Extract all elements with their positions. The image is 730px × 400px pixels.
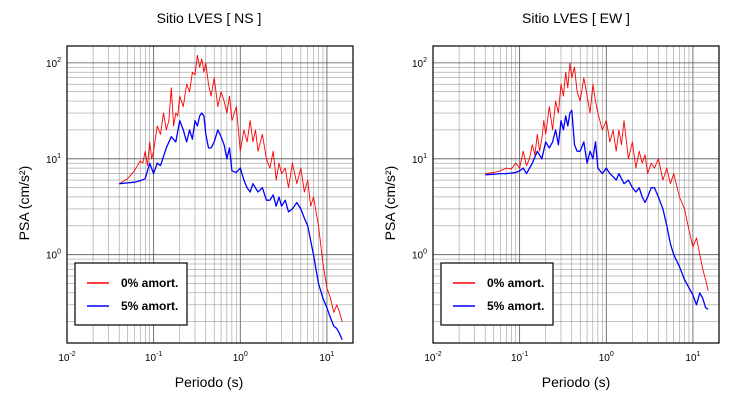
chart-title: Sitio LVES [ EW ] xyxy=(522,10,630,26)
grid-lines xyxy=(66,46,354,343)
x-tick-label: 10-2 xyxy=(58,351,75,364)
legend-label: 5% amort. xyxy=(487,299,544,313)
y-tick-label: 100 xyxy=(46,249,61,262)
legend: 0% amort. 5% amort. xyxy=(74,262,188,326)
x-tick-label: 10-2 xyxy=(424,351,441,364)
x-tick-label: 10-1 xyxy=(511,351,528,364)
series-line-damping-5 xyxy=(485,109,709,310)
x-tick-label: 100 xyxy=(599,351,614,364)
series-line-damping-0 xyxy=(485,62,709,291)
legend-label: 0% amort. xyxy=(121,276,178,290)
y-tick-label: 100 xyxy=(412,249,427,262)
legend-box xyxy=(74,262,188,326)
y-tick-label: 101 xyxy=(46,153,61,166)
x-tick-label: 100 xyxy=(233,351,248,364)
plot-frame xyxy=(432,45,720,344)
legend-label: 5% amort. xyxy=(121,299,178,313)
y-tick-label: 102 xyxy=(412,57,427,70)
chart-panel-ns: Sitio LVES [ NS ] Periodo (s) PSA (cm/s²… xyxy=(16,10,354,390)
legend-box xyxy=(440,262,554,326)
legend-label: 0% amort. xyxy=(487,276,544,290)
series-line-damping-0 xyxy=(118,54,343,322)
y-tick-label: 101 xyxy=(412,153,427,166)
chart-title: Sitio LVES [ NS ] xyxy=(157,10,262,26)
plot-frame xyxy=(66,45,354,344)
x-axis-label: Periodo (s) xyxy=(542,374,610,390)
legend: 0% amort. 5% amort. xyxy=(440,262,554,326)
x-axis-label: Periodo (s) xyxy=(175,374,243,390)
x-tick-label: 101 xyxy=(685,351,700,364)
chart-panel-ew: Sitio LVES [ EW ] Periodo (s) PSA (cm/s²… xyxy=(382,10,720,390)
y-tick-label: 102 xyxy=(46,57,61,70)
series-line-damping-5 xyxy=(119,112,343,340)
y-axis-label: PSA (cm/s²) xyxy=(16,166,32,241)
y-axis-label: PSA (cm/s²) xyxy=(382,166,398,241)
x-tick-label: 10-1 xyxy=(145,351,162,364)
x-tick-label: 101 xyxy=(319,351,334,364)
